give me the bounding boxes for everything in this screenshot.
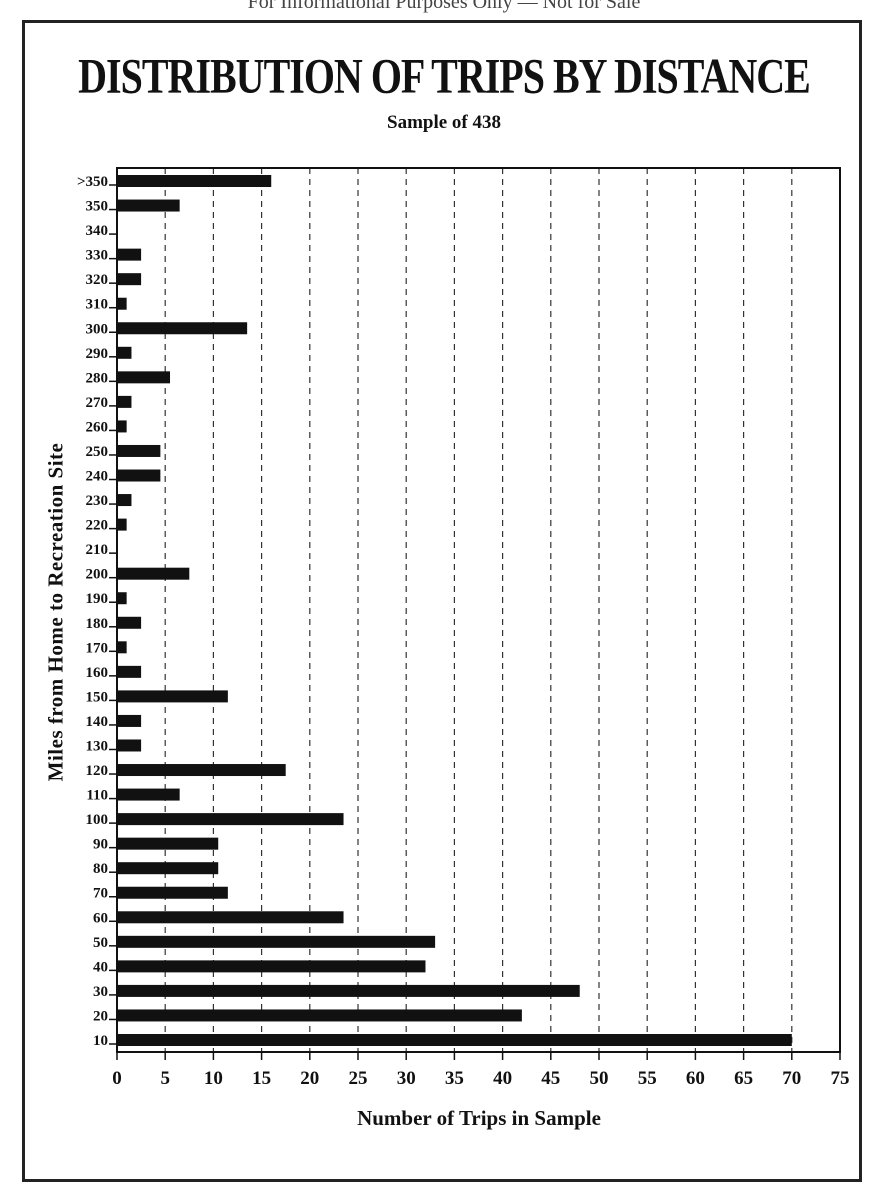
y-tick-label: 110 [86,788,108,804]
y-tick-label: 130 [86,738,109,754]
y-tick-label: 150 [86,689,109,705]
bar-gt350 [117,175,272,187]
x-tick-label: 55 [638,1068,657,1089]
x-tick-label: 65 [734,1068,753,1089]
y-tick-label: 40 [93,959,108,975]
y-tick-label: 120 [86,763,109,779]
x-tick-label: 60 [686,1068,705,1089]
y-tick-label: 240 [86,469,109,485]
bar-140 [117,714,142,727]
bar-310 [117,297,127,310]
y-tick-label: 220 [86,518,109,534]
y-tick-label: 100 [86,812,109,828]
x-tick-label: 25 [349,1068,368,1089]
x-tick-label: 40 [493,1068,512,1089]
y-tick-label: 280 [86,370,109,386]
bar-280 [117,371,171,384]
y-tick-label: 20 [93,1008,108,1024]
bar-330 [117,248,142,261]
y-tick-label: 140 [86,714,109,730]
bar-40 [117,960,426,973]
bar-120 [117,764,286,777]
x-tick-label: 50 [590,1068,609,1089]
bar-350 [117,199,180,212]
bar-110 [117,788,180,801]
y-tick-label: 60 [93,910,108,926]
bar-260 [117,420,127,433]
bar-300 [117,322,248,335]
page-header-text: For Informational Purposes Only — Not fo… [247,0,641,13]
y-tick-label: 290 [86,346,109,362]
y-tick-label: 330 [86,248,109,264]
y-tick-label: 230 [86,493,109,509]
bar-180 [117,616,142,629]
bar-90 [117,837,219,850]
x-tick-label: 0 [112,1068,122,1089]
y-tick-label: 340 [86,223,109,239]
bar-150 [117,690,228,703]
y-tick-label: 300 [86,321,109,337]
bar-190 [117,592,127,605]
figure-frame [22,20,862,1182]
x-tick-label: 70 [782,1068,801,1089]
y-tick-label: 210 [86,542,109,558]
y-tick-label: 260 [86,419,109,435]
x-tick-label: 20 [300,1068,319,1089]
bar-10 [117,1034,792,1046]
y-tick-label: 160 [86,665,109,681]
bar-30 [117,984,580,997]
y-tick-label: 200 [86,567,109,583]
x-tick-label: 15 [252,1068,271,1089]
bar-220 [117,518,127,531]
y-axis-label: Miles from Home to Recreation Site [43,442,68,782]
bar-50 [117,935,436,948]
bar-130 [117,739,142,752]
x-tick-label: 45 [541,1068,560,1089]
bar-170 [117,641,127,654]
bar-230 [117,494,132,507]
y-tick-label: >350 [77,174,108,190]
y-tick-label: 70 [93,886,108,902]
x-axis-label: Number of Trips in Sample [357,1106,601,1130]
x-tick-label: 5 [160,1068,170,1089]
y-tick-label: 50 [93,935,108,951]
plot-area-border [116,167,841,1053]
x-tick-label: 10 [204,1068,223,1089]
bar-80 [117,862,219,875]
bar-250 [117,444,161,457]
bar-60 [117,911,344,924]
y-tick-label: 250 [86,444,109,460]
chart-title: DISTRIBUTION OF TRIPS BY DISTANCE [78,47,811,104]
bar-290 [117,346,132,359]
bar-270 [117,395,132,408]
y-tick-label: 10 [93,1033,108,1049]
bar-70 [117,886,228,899]
y-tick-label: 30 [93,984,108,1000]
x-tick-label: 75 [831,1068,850,1089]
bar-20 [117,1009,522,1022]
chart-subtitle: Sample of 438 [387,112,501,133]
y-tick-label: 350 [86,199,109,215]
y-tick-label: 90 [93,837,108,853]
bar-160 [117,665,142,678]
x-tick-label: 30 [397,1068,416,1089]
bar-320 [117,273,142,286]
y-tick-label: 310 [86,297,109,313]
x-tick-label: 35 [445,1068,464,1089]
y-tick-label: 320 [86,272,109,288]
bar-100 [117,813,344,826]
y-tick-label: 190 [86,591,109,607]
y-tick-label: 80 [93,861,108,877]
bar-200 [117,567,190,580]
y-tick-label: 270 [86,395,109,411]
y-tick-label: 170 [86,640,109,656]
y-tick-label: 180 [86,616,109,632]
bar-240 [117,469,161,482]
